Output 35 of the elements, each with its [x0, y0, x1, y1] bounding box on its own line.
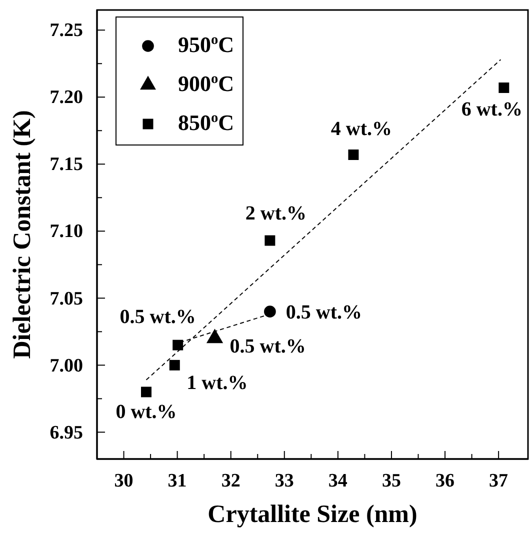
point: [141, 386, 152, 398]
y-tick-label: 7.10: [50, 221, 83, 242]
point: [498, 82, 510, 93]
y-tick-label: 7.05: [50, 288, 83, 310]
y-tick-label: 7.00: [50, 355, 83, 376]
annotation: 6 wt.%: [461, 98, 522, 121]
x-tick-label: 36: [436, 470, 455, 492]
x-tick-label: 35: [382, 470, 401, 492]
annotation: 0.5 wt.%: [120, 306, 196, 328]
y-tick-label: 7.20: [50, 87, 83, 108]
annotation: 4 wt.%: [330, 118, 392, 140]
y-tick-label: 6.95: [50, 422, 83, 444]
annotation: 2 wt.%: [245, 202, 306, 225]
point: [172, 340, 184, 350]
annotation: 0.5 wt.%: [286, 302, 362, 324]
legend-label: 850$^{o}$C: [178, 110, 234, 135]
point: [169, 360, 180, 370]
y-tick-label: 7.15: [50, 154, 83, 176]
annotation: 1 wt.%: [186, 372, 248, 394]
point: [348, 150, 359, 160]
point: [264, 306, 276, 318]
x-tick-label: 34: [328, 470, 348, 492]
x-tick-label: 37: [489, 470, 509, 492]
x-tick-label: 33: [274, 470, 294, 492]
legend-label: 950$^{o}$C: [178, 32, 234, 57]
y-tick-label: 7.25: [50, 20, 83, 42]
point: [264, 235, 276, 246]
annotation: 0.5 wt.%: [230, 335, 306, 358]
x-tick-label: 32: [221, 470, 240, 492]
legend-label: 900$^{o}$C: [178, 71, 234, 96]
x-axis-title: Crytallite Size (nm): [208, 501, 418, 528]
annotation: 0 wt.%: [116, 400, 177, 423]
x-tick-label: 31: [168, 470, 187, 492]
y-axis-title: Dielectric Constant (K): [9, 110, 36, 359]
x-tick-label: 30: [114, 470, 134, 492]
